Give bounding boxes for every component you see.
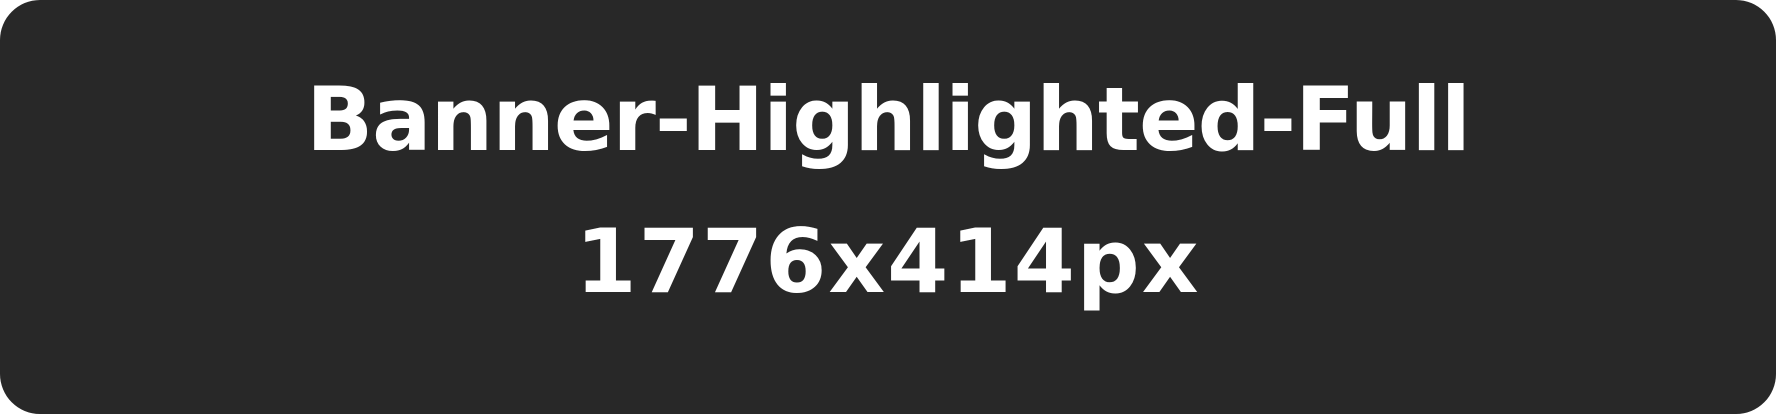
banner-title: Banner-Highlighted-Full [306, 68, 1471, 171]
banner-dimensions-label: 1776x414px [575, 210, 1201, 313]
